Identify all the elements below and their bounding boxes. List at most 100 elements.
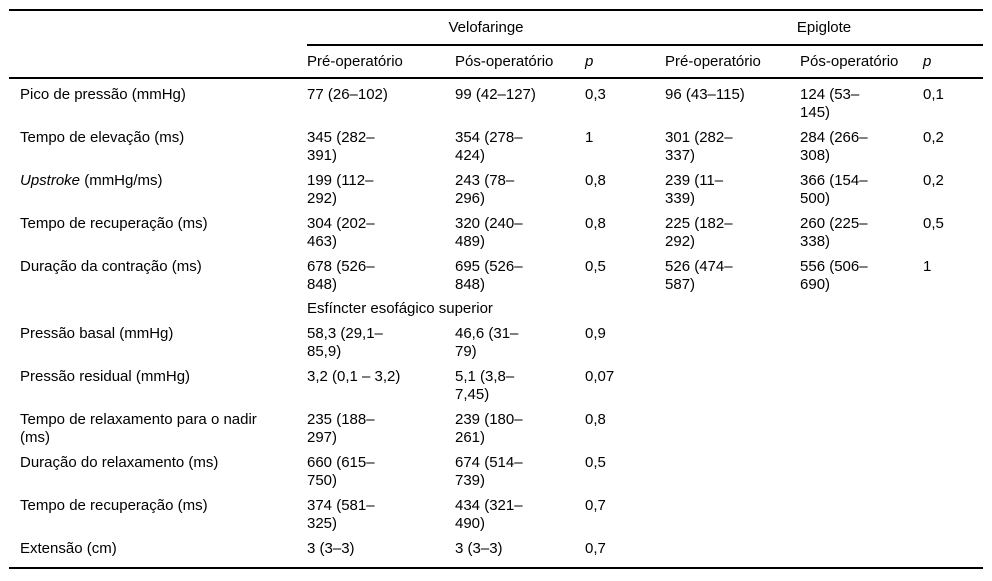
table-row: Duração do relaxamento (ms) 660 (615– 75… [9, 447, 983, 490]
cell-vf-p: 0,7 [585, 497, 606, 514]
cell-ep-p: 0,1 [923, 86, 944, 103]
cell-ep-p: 1 [923, 258, 932, 275]
group-header-velofaringe: Velofaringe [307, 9, 666, 46]
cell-ep-p: 0,2 [923, 172, 944, 189]
row-label: Extensão (cm) [9, 533, 307, 569]
cell-vf-pos: 243 (78– 296) [455, 172, 515, 207]
cell-ep-pos: 284 (266– 308) [800, 129, 868, 164]
row-label-text: Tempo de recuperação (ms) [20, 215, 208, 232]
row-label: Duração da contração (ms) [9, 251, 307, 294]
section-header: Esfíncter esofágico superior [307, 300, 493, 317]
cell-vf-pos: 3 (3–3) [455, 533, 585, 569]
cell-ep-p [923, 404, 983, 447]
cell-vf-pre: 660 (615– 750) [307, 454, 375, 489]
cell-ep-pre: 526 (474– 587) [665, 258, 733, 293]
table-row: Duração da contração (ms) 678 (526– 848)… [9, 251, 983, 294]
row-label-em: Upstroke [20, 172, 81, 189]
cell-vf-p: 1 [585, 129, 594, 146]
cell-vf-pre: 374 (581– 325) [307, 497, 375, 532]
cell-vf-pos: 354 (278– 424) [455, 129, 523, 164]
cell-ep-pos: 366 (154– 500) [800, 172, 868, 207]
row-label-text: Pressão basal (mmHg) [20, 325, 174, 342]
cell-vf-pos: 674 (514– 739) [455, 454, 523, 489]
column-header-row: Pré-operatório Pós-operatório p Pré-oper… [9, 45, 984, 79]
column-header-ep-pos: Pós-operatório [800, 45, 924, 79]
cell-ep-pos [800, 447, 923, 490]
cell-ep-pre: 96 (43–115) [665, 86, 745, 103]
cell-vf-pre: 3,2 (0,1 – 3,2) [307, 368, 401, 385]
group-header-epiglote: Epiglote [665, 9, 984, 46]
cell-vf-p: 0,8 [585, 172, 606, 189]
row-label-text: Tempo de recuperação (ms) [20, 497, 208, 514]
table-row: Pressão residual (mmHg) 3,2 (0,1 – 3,2) … [9, 361, 983, 404]
cell-vf-pre: 77 (26–102) [307, 86, 388, 103]
cell-vf-pos: 695 (526– 848) [455, 258, 523, 293]
cell-ep-p [923, 533, 984, 569]
cell-vf-pre: 199 (112– 292) [307, 172, 374, 207]
row-label: Upstroke (mmHg/ms) [9, 165, 307, 208]
cell-ep-pre [665, 404, 800, 447]
manometry-results-table: Velofaringe Epiglote Pré-operatório Pós-… [9, 9, 984, 569]
cell-vf-p: 0,7 [585, 533, 666, 569]
cell-ep-pre: 225 (182– 292) [665, 215, 733, 250]
cell-vf-pre: 235 (188– 297) [307, 411, 375, 446]
row-label: Tempo de recuperação (ms) [9, 490, 307, 533]
cell-vf-pos: 5,1 (3,8– 7,45) [455, 368, 515, 403]
table-row: Tempo de recuperação (ms) 374 (581– 325)… [9, 490, 983, 533]
cell-ep-pos [800, 490, 923, 533]
cell-ep-pre [665, 318, 800, 361]
cell-ep-p [923, 490, 983, 533]
table-row: Upstroke (mmHg/ms) 199 (112– 292) 243 (7… [9, 165, 983, 208]
cell-vf-pos: 99 (42–127) [455, 86, 536, 103]
cell-vf-pre: 345 (282– 391) [307, 129, 375, 164]
cell-vf-p: 0,9 [585, 325, 606, 342]
cell-ep-p: 0,5 [923, 215, 944, 232]
cell-ep-pre [665, 361, 800, 404]
cell-ep-pos: 124 (53– 145) [800, 86, 860, 121]
table-row: Tempo de elevação (ms) 345 (282– 391) 35… [9, 122, 983, 165]
group-header-spacer [9, 9, 307, 45]
cell-vf-p: 0,07 [585, 368, 615, 385]
column-header-spacer [9, 45, 307, 79]
row-label-text: Pico de pressão (mmHg) [20, 86, 186, 103]
table-row: Pico de pressão (mmHg) 77 (26–102) 99 (4… [9, 78, 983, 122]
cell-ep-pos: 260 (225– 338) [800, 215, 868, 250]
row-label-text: Tempo de elevação (ms) [20, 129, 185, 146]
cell-ep-pos [800, 361, 923, 404]
table-row: Tempo de relaxamento para o nadir (ms) 2… [9, 404, 983, 447]
section-header-row: Esfíncter esofágico superior [9, 294, 983, 318]
group-header-row: Velofaringe Epiglote [9, 9, 984, 46]
cell-ep-p [923, 361, 983, 404]
section-header-spacer [9, 294, 307, 318]
cell-vf-p: 0,8 [585, 411, 606, 428]
cell-ep-p [923, 447, 983, 490]
table-row: Tempo de recuperação (ms) 304 (202– 463)… [9, 208, 983, 251]
row-label: Pressão basal (mmHg) [9, 318, 307, 361]
cell-ep-pos [800, 533, 924, 569]
row-label: Tempo de elevação (ms) [9, 122, 307, 165]
cell-ep-pos [800, 318, 923, 361]
cell-vf-pos: 320 (240– 489) [455, 215, 523, 250]
cell-ep-p: 0,2 [923, 129, 944, 146]
cell-vf-pos: 46,6 (31– 79) [455, 325, 519, 360]
row-label: Tempo de recuperação (ms) [9, 208, 307, 251]
cell-vf-p: 0,5 [585, 454, 606, 471]
table-row: Extensão (cm) 3 (3–3) 3 (3–3) 0,7 [9, 533, 984, 569]
row-label-text: Duração da contração (ms) [20, 258, 202, 275]
column-header-ep-p: p [923, 45, 984, 79]
column-header-vf-pre: Pré-operatório [307, 45, 455, 79]
cell-vf-pre: 304 (202– 463) [307, 215, 375, 250]
cell-vf-pre: 3 (3–3) [307, 533, 455, 569]
cell-vf-pre: 58,3 (29,1– 85,9) [307, 325, 383, 360]
row-label: Pressão residual (mmHg) [9, 361, 307, 404]
cell-vf-p: 0,5 [585, 258, 606, 275]
cell-ep-pre [665, 533, 801, 569]
row-label-text: Pressão residual (mmHg) [20, 368, 191, 385]
cell-vf-pos: 434 (321– 490) [455, 497, 523, 532]
column-header-ep-pre: Pré-operatório [665, 45, 801, 79]
cell-vf-pre: 678 (526– 848) [307, 258, 375, 293]
cell-ep-pre [665, 447, 800, 490]
row-label-text: Extensão (cm) [20, 540, 117, 557]
row-label-text: (mmHg/ms) [80, 172, 163, 189]
